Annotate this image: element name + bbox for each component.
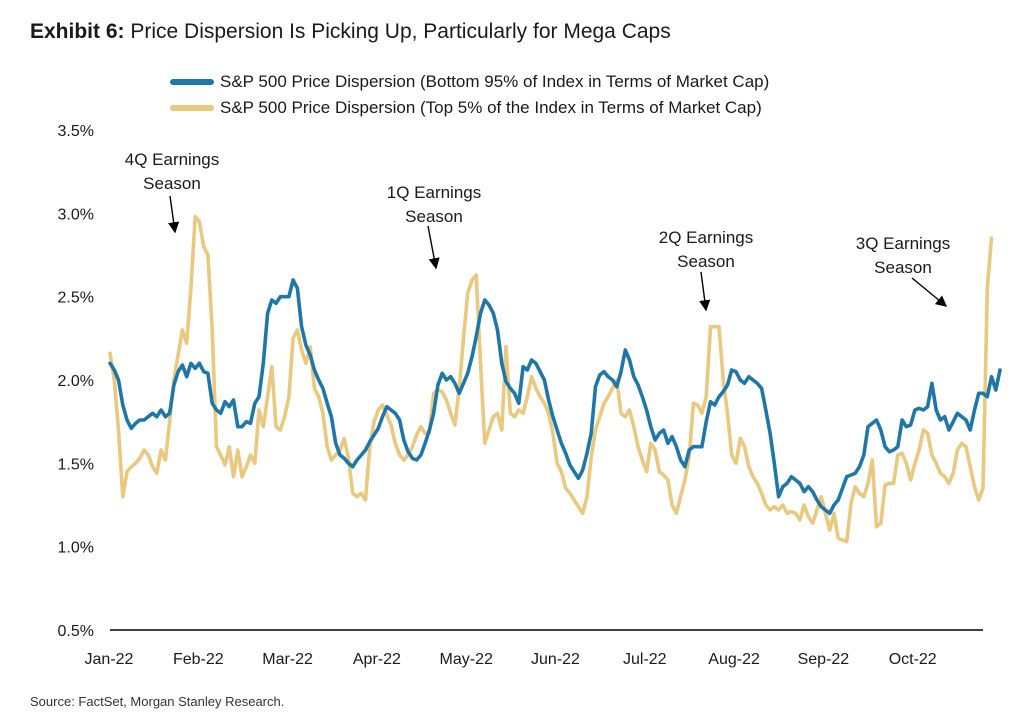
annotation-label: 2Q Earnings xyxy=(659,228,754,247)
x-tick-label: Apr-22 xyxy=(353,651,401,668)
legend-swatch-bottom95 xyxy=(170,79,214,85)
y-tick-label: 0.5% xyxy=(58,623,94,640)
annotation-label: 4Q Earnings xyxy=(125,150,220,169)
series-line-bottom95 xyxy=(108,278,1002,516)
annotation-arrow xyxy=(699,271,711,312)
legend-item-top5: S&P 500 Price Dispersion (Top 5% of the … xyxy=(170,95,769,121)
x-tick-label: May-22 xyxy=(440,651,493,668)
annotation-arrow xyxy=(168,195,180,234)
legend-label-bottom95: S&P 500 Price Dispersion (Bottom 95% of … xyxy=(220,72,770,91)
legend: S&P 500 Price Dispersion (Bottom 95% of … xyxy=(170,69,769,121)
chart-title: Exhibit 6: Price Dispersion Is Picking U… xyxy=(30,20,671,44)
y-tick-label: 3.5% xyxy=(58,123,94,140)
x-tick-label: Jul-22 xyxy=(623,651,667,668)
annotation-label: Season xyxy=(677,252,735,271)
annotation-arrow xyxy=(911,277,948,307)
legend-item-bottom95: S&P 500 Price Dispersion (Bottom 95% of … xyxy=(170,69,769,95)
chart-title-text: Price Dispersion Is Picking Up, Particul… xyxy=(130,20,671,43)
annotation-label: Season xyxy=(874,258,932,277)
y-tick-label: 2.0% xyxy=(58,373,94,390)
y-tick-label: 2.5% xyxy=(58,290,94,307)
legend-swatch-top5 xyxy=(170,105,214,111)
source-note: Source: FactSet, Morgan Stanley Research… xyxy=(30,694,285,709)
x-tick-label: Oct-22 xyxy=(889,651,937,668)
x-tick-label: Mar-22 xyxy=(262,651,313,668)
annotation-arrow xyxy=(427,225,440,270)
x-tick-label: Jun-22 xyxy=(531,651,580,668)
annotation-label: Season xyxy=(143,174,201,193)
annotation-label: 1Q Earnings xyxy=(387,183,482,202)
annotation-label: 3Q Earnings xyxy=(856,234,951,253)
y-tick-label: 1.5% xyxy=(58,456,94,473)
y-tick-label: 1.0% xyxy=(58,540,94,557)
exhibit-label: Exhibit 6: xyxy=(30,20,125,43)
x-tick-label: Aug-22 xyxy=(708,651,760,668)
x-tick-label: Jan-22 xyxy=(85,651,134,668)
x-tick-label: Feb-22 xyxy=(173,651,224,668)
legend-label-top5: S&P 500 Price Dispersion (Top 5% of the … xyxy=(220,98,762,117)
x-tick-label: Sep-22 xyxy=(798,651,850,668)
y-tick-label: 3.0% xyxy=(58,206,94,223)
annotation-label: Season xyxy=(405,207,463,226)
series-line-top5 xyxy=(108,214,994,544)
